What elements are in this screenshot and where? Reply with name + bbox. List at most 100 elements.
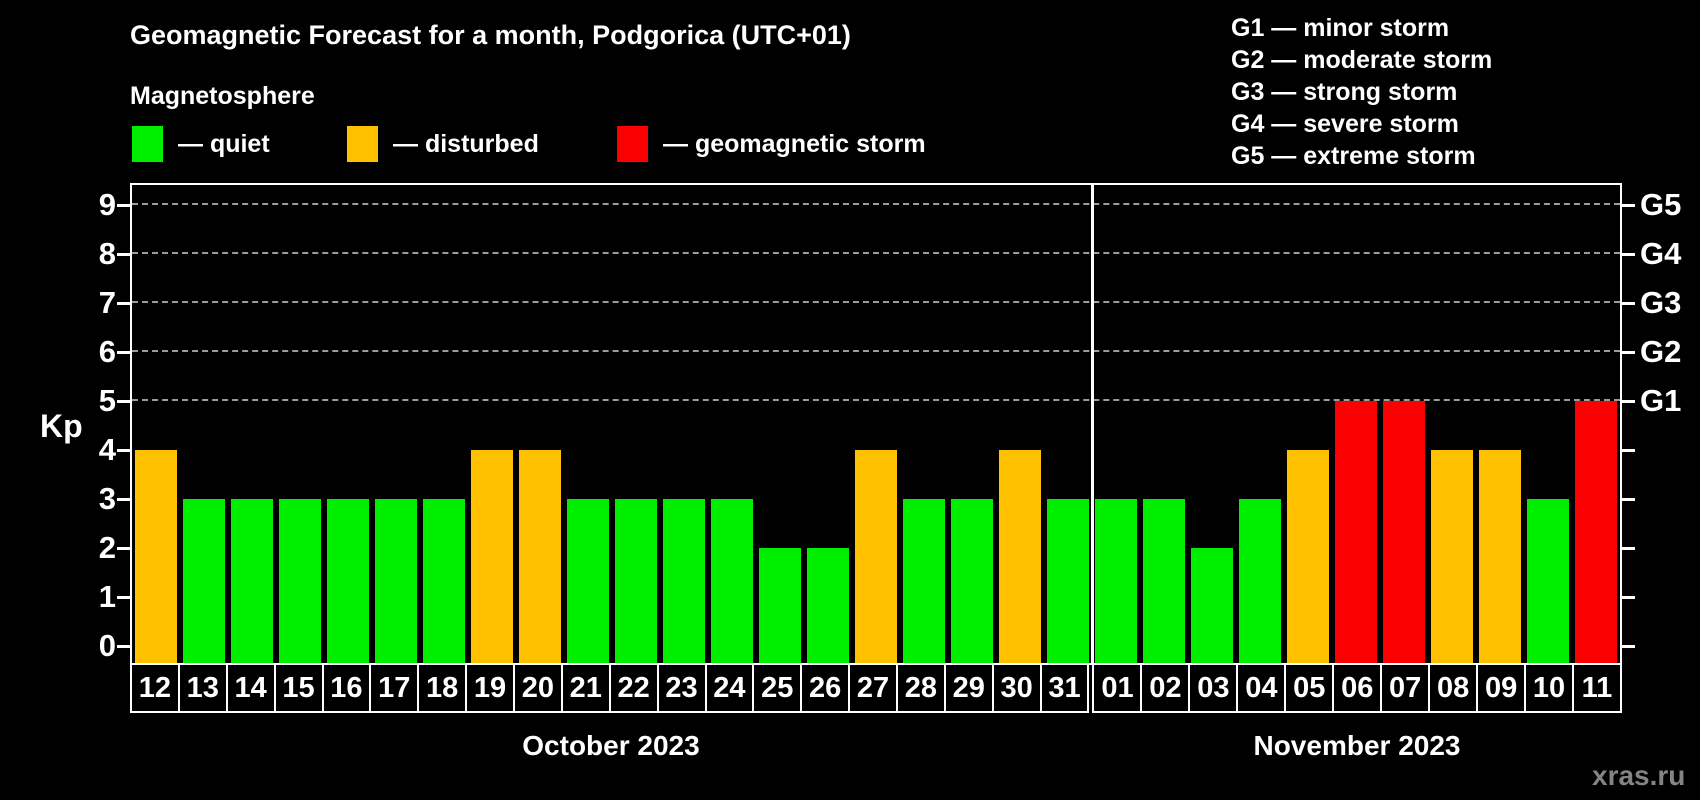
day-cell: 01 [1101,671,1134,704]
y-axis-tick-left [117,252,130,256]
g-scale-legend: G1 — minor storm G2 — moderate storm G3 … [1231,12,1492,172]
kp-bar [1191,547,1233,663]
kp-bar [423,498,465,663]
day-cell: 04 [1236,665,1284,711]
bar-slot-30 [996,185,1044,663]
kp-bar [1143,498,1185,663]
kp-bar [1575,400,1617,663]
kp-bar [231,498,273,663]
bar-slot-13 [180,185,228,663]
plot-area [130,183,1622,665]
bar-slot-07 [1380,185,1428,663]
kp-bar [567,498,609,663]
kp-bar [711,498,753,663]
g-legend-line: G2 — moderate storm [1231,46,1493,74]
y-axis-tick-right [1622,399,1635,403]
bar-slot-22 [612,185,660,663]
day-cell: 27 [848,665,896,711]
y-axis-label-6: 6 [98,333,116,369]
day-cell: 19 [465,665,513,711]
day-cell: 23 [656,665,705,711]
g-axis-label-G2: G2 [1640,333,1682,369]
legend-item-quiet: — quiet [132,126,270,162]
y-axis-tick-left [117,399,130,403]
kp-bar [1431,449,1473,663]
day-cell: 02 [1140,665,1188,711]
g-axis-label-G5: G5 [1640,186,1682,222]
g-axis-label-G3: G3 [1640,284,1682,320]
g-axis-label-G1: G1 [1640,382,1682,418]
bar-slot-16 [324,185,372,663]
y-axis-label-4: 4 [98,431,116,467]
kp-bar [663,498,705,663]
bar-slot-15 [276,185,324,663]
xras-watermark: xras.ru [1592,760,1686,791]
g-legend-line: G1 — minor storm [1231,14,1450,42]
y-axis-label-2: 2 [98,529,116,565]
gridline-kp6 [132,349,1620,352]
gridline-kp7 [132,300,1620,303]
g-legend-line: G3 — strong storm [1231,78,1458,106]
y-axis-tick-right [1622,448,1635,452]
y-axis-tick-left [117,595,130,599]
kp-bar [135,449,177,663]
y-axis-tick-right [1622,497,1635,501]
y-axis-label-5: 5 [98,382,116,418]
day-cell: 03 [1188,665,1236,711]
day-cell: 09 [1476,665,1524,711]
day-cell: 31 [1039,665,1088,711]
bar-slot-20 [516,185,564,663]
day-cell: 12 [138,671,172,704]
kp-bar [999,449,1041,663]
kp-bar [1095,498,1137,663]
y-axis-title: Kp [40,408,83,444]
bar-slot-01 [1092,185,1140,663]
month-divider-line [1091,185,1094,663]
kp-bar [1047,498,1089,663]
bar-slot-28 [900,185,948,663]
bar-slot-09 [1476,185,1524,663]
bar-slot-31 [1044,185,1092,663]
day-cell: 14 [225,665,274,711]
bar-slot-14 [228,185,276,663]
legend-item-disturbed: — disturbed [347,126,539,162]
y-axis-tick-left [117,546,130,550]
gridline-kp5 [132,398,1620,401]
day-cell: 21 [560,665,609,711]
bars-layer [132,185,1620,663]
y-axis-tick-left [117,301,130,305]
month-label-november: November 2023 [1253,730,1461,761]
kp-bar [471,449,513,663]
kp-bar [1527,498,1569,663]
bar-slot-21 [564,185,612,663]
gridline-kp8 [132,251,1620,254]
disturbed-color-swatch [347,126,378,162]
legend-item-label: — quiet [178,129,270,158]
day-cell: 06 [1332,665,1380,711]
y-axis-tick-right [1622,546,1635,550]
kp-bar [375,498,417,663]
day-table-october: 12 13 14 15 16 17 18 19 20 21 22 23 24 25 26 27 28 29 30 31 [130,663,1090,713]
legend-item-label: — disturbed [393,129,539,158]
day-cell: 05 [1284,665,1332,711]
y-axis-label-1: 1 [98,578,116,614]
y-axis-tick-right [1622,252,1635,256]
kp-bar [1239,498,1281,663]
kp-bar [1383,400,1425,663]
day-cell: 15 [273,665,322,711]
day-cell: 25 [752,665,800,711]
kp-bar [183,498,225,663]
bar-slot-02 [1140,185,1188,663]
y-axis-tick-right [1622,350,1635,354]
y-axis-tick-right [1622,301,1635,305]
y-axis-tick-left [117,350,130,354]
y-axis-label-0: 0 [98,627,116,663]
bar-slot-18 [420,185,468,663]
bar-slot-17 [372,185,420,663]
month-label-october: October 2023 [522,730,700,761]
g-legend-line: G4 — severe storm [1231,110,1459,138]
bar-slot-11 [1572,185,1620,663]
y-axis-label-8: 8 [98,235,116,271]
y-axis-label-7: 7 [98,284,116,320]
kp-color-legend: — quiet — disturbed — geomagnetic storm [130,126,1080,166]
